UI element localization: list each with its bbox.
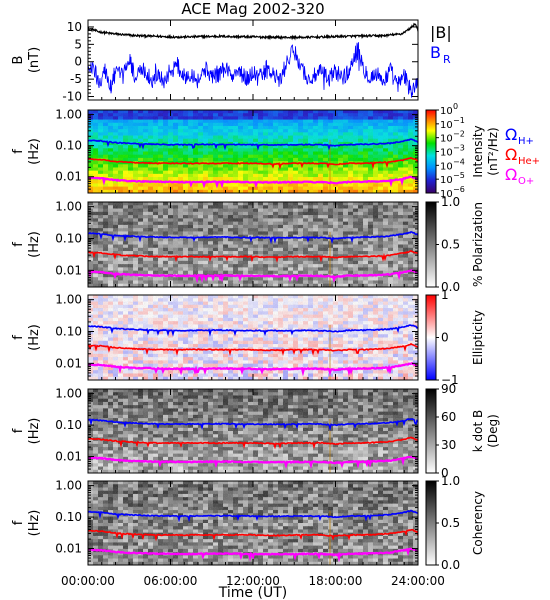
y-tick-label: 0 (74, 55, 82, 69)
field-panel-frame (87, 19, 419, 101)
spectrogram-texture (88, 110, 418, 193)
gyro-line-he (88, 156, 418, 170)
colorbar-tick-label: 10 (440, 148, 453, 159)
panel-y-label: f (11, 242, 26, 247)
gyro-line-h (88, 231, 418, 245)
y-tick-label: 1.00 (55, 108, 82, 122)
gyro-line-he (88, 250, 418, 263)
gyro-legend-symbol: Ω (505, 125, 517, 144)
gyro-legend-subscript: He+ (518, 156, 540, 167)
panel-y-label: f (11, 149, 26, 154)
y-tick-label: 0.10 (55, 232, 82, 246)
colorbar-tick-exponent: 0 (453, 102, 458, 111)
ellipticity-spectrogram (88, 295, 418, 380)
y-tick-label: 1.00 (55, 200, 82, 214)
colorbar-tick-exponent: −5 (453, 171, 465, 180)
br-series-line (88, 42, 418, 98)
colorbar-tick-label: 10 (440, 161, 453, 172)
colorbar-tick-exponent: −6 (453, 185, 465, 194)
legend-absb: |B| (430, 23, 452, 42)
colorbar-tick-exponent: −2 (453, 130, 465, 139)
gyro-line-o (88, 175, 418, 189)
intensity-colorbar (425, 109, 437, 194)
colorbar-tick-label: 1.0 (441, 195, 460, 209)
figure-title: ACE Mag 2002-320 (181, 0, 324, 18)
colorbar-label: Intensity (471, 125, 485, 177)
colorbar-tick-label: 0.5 (441, 238, 460, 252)
gyro-legend-subscript: H+ (518, 136, 534, 147)
intensity-spectrogram (88, 110, 418, 193)
absb-series-line (88, 22, 418, 41)
y-tick-label: 0.01 (55, 263, 82, 277)
gyro-line-h (88, 138, 418, 151)
polarization-colorbar (425, 201, 437, 288)
panel-y-unit: (nT) (27, 47, 42, 73)
gyro-legend-symbol: Ω (505, 165, 517, 184)
spectrogram-texture (88, 202, 418, 287)
legend-br: B (430, 43, 441, 62)
y-tick-label: -5 (70, 72, 82, 86)
panel-y-unit: (Hz) (27, 231, 42, 258)
colorbar-tick-label: 10 (440, 189, 453, 200)
y-tick-label: 5 (74, 37, 82, 51)
panel-y-label: B (11, 56, 26, 65)
gyro-line-o (88, 269, 418, 284)
gyro-legend-symbol: Ω (505, 145, 517, 164)
colorbar-tick-label: 10 (440, 175, 453, 186)
y-tick-label: 0.10 (55, 139, 82, 153)
colorbar-tick-label: 10 (440, 120, 453, 131)
colorbar-tick-exponent: −1 (453, 116, 465, 125)
colorbar-tick-label: 10 (440, 106, 453, 117)
y-tick-label: 0.01 (55, 170, 82, 184)
colorbar-tick-exponent: −3 (453, 144, 465, 153)
colorbar-unit: (nT²/Hz) (486, 127, 500, 175)
colorbar-tick-exponent: −4 (453, 157, 465, 166)
colorbar-tick-label: 10 (440, 134, 453, 145)
colorbar-label: % Polarization (471, 202, 485, 287)
legend-br-subscript: R (443, 53, 451, 66)
colorbar-tick-label: 0.0 (441, 280, 460, 294)
y-tick-label: 10 (67, 20, 82, 34)
gyro-legend-subscript: O+ (518, 176, 534, 187)
panel-y-unit: (Hz) (27, 138, 42, 165)
polarization-spectrogram (88, 202, 418, 287)
y-tick-label: -10 (62, 90, 82, 104)
field-plot-area (88, 22, 418, 98)
